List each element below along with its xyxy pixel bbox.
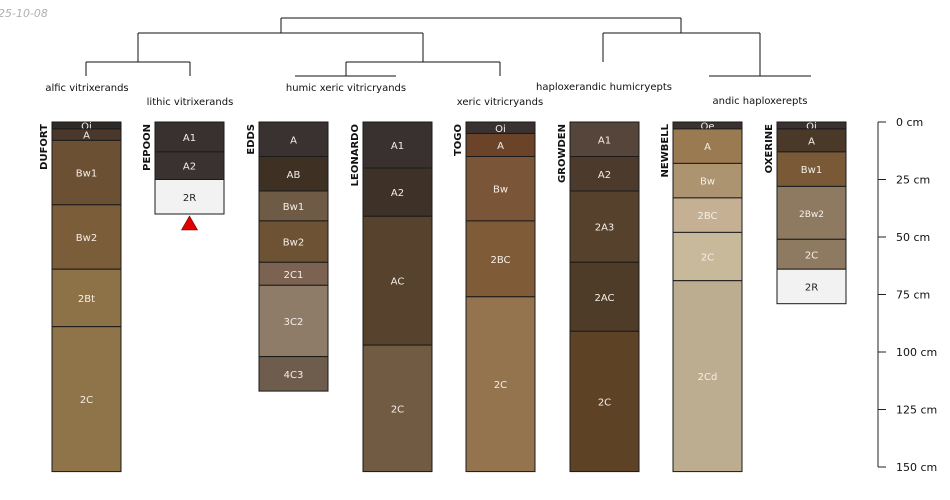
horizon-oxerine-5 xyxy=(776,268,847,305)
depth-tick-label: 125 cm xyxy=(896,404,937,417)
depth-tick-label: 25 cm xyxy=(896,174,930,187)
horizon-edds-5 xyxy=(258,284,329,358)
horizon-label: 2C xyxy=(391,404,404,415)
profile-name-newbell: NEWBELL xyxy=(660,123,671,177)
horizon-leonardo-3 xyxy=(362,344,433,473)
horizon-togo-2 xyxy=(465,156,536,222)
horizon-newbell-4 xyxy=(672,231,743,282)
horizon-pepoon-0 xyxy=(154,121,225,153)
horizon-label: 2C xyxy=(598,397,611,408)
horizon-label: A xyxy=(290,135,297,146)
horizon-newbell-3 xyxy=(672,197,743,233)
horizon-label: A xyxy=(808,136,815,147)
profile-name-edds: EDDS xyxy=(246,124,257,155)
depth-tick-label: 50 cm xyxy=(896,231,930,244)
horizon-label: A xyxy=(83,131,90,142)
depth-tick-label: 75 cm xyxy=(896,289,930,302)
horizon-label: AC xyxy=(391,277,405,288)
horizon-label: 2R xyxy=(805,282,818,293)
depth-tick-label: 0 cm xyxy=(896,116,923,129)
horizon-growden-2 xyxy=(569,190,640,263)
horizon-label: Bw xyxy=(493,185,508,196)
horizon-oxerine-4 xyxy=(776,238,847,270)
horizon-edds-2 xyxy=(258,190,329,222)
horizon-edds-3 xyxy=(258,220,329,263)
horizon-label: 2BC xyxy=(697,211,717,222)
profile-name-dufort: DUFORT xyxy=(39,124,50,170)
horizon-label: 2AC xyxy=(594,293,614,304)
horizon-pepoon-2 xyxy=(154,179,225,215)
horizon-oxerine-3 xyxy=(776,185,847,240)
horizon-edds-6 xyxy=(258,356,329,392)
horizon-label: Oi xyxy=(495,124,506,135)
horizon-label: 2C xyxy=(80,395,93,406)
horizon-label: Bw2 xyxy=(283,238,304,249)
horizon-label: A1 xyxy=(183,133,196,144)
taxon-label-andic: andic haploxerepts xyxy=(713,96,808,107)
profile-name-pepoon: PEPOON xyxy=(142,124,153,171)
horizon-dufort-2 xyxy=(51,139,122,206)
horizon-label: AB xyxy=(287,170,301,181)
horizon-label: 2C xyxy=(701,253,714,264)
horizon-label: Bw1 xyxy=(76,169,97,180)
horizon-label: Oe xyxy=(700,121,714,132)
horizon-leonardo-1 xyxy=(362,167,433,217)
horizon-label: Bw1 xyxy=(801,165,822,176)
horizon-label: 2R xyxy=(183,193,196,204)
horizon-newbell-1 xyxy=(672,128,743,164)
horizon-label: A1 xyxy=(598,135,611,146)
horizon-label: 2Bt xyxy=(78,294,95,305)
horizon-label: A xyxy=(704,142,711,153)
horizon-label: 2C xyxy=(805,250,818,261)
horizon-leonardo-0 xyxy=(362,121,433,169)
horizon-label: 4C3 xyxy=(284,370,304,381)
horizon-togo-4 xyxy=(465,296,536,473)
taxon-label-xeric: xeric vitricryands xyxy=(457,97,543,108)
depth-tick-label: 150 cm xyxy=(896,461,937,474)
horizon-label: 2Bw2 xyxy=(799,210,824,220)
taxon-label-lithic: lithic vitrixerands xyxy=(147,97,234,108)
horizon-label: Bw1 xyxy=(283,202,304,213)
horizon-dufort-3 xyxy=(51,204,122,270)
date-stamp: 25-10-08 xyxy=(0,7,48,20)
horizon-togo-3 xyxy=(465,220,536,298)
horizon-label: 2C xyxy=(494,380,507,391)
horizon-label: A1 xyxy=(391,141,404,152)
horizon-label: 2BC xyxy=(490,255,510,266)
horizon-label: A2 xyxy=(598,170,611,181)
horizon-growden-3 xyxy=(569,261,640,332)
depth-tick-label: 100 cm xyxy=(896,346,937,359)
taxon-label-alfic: alfic vitrixerands xyxy=(45,83,128,94)
profile-name-oxerine: OXERINE xyxy=(764,124,775,173)
profile-name-growden: GROWDEN xyxy=(557,124,568,183)
horizon-label: Oi xyxy=(81,121,92,132)
horizon-label: Bw xyxy=(700,177,715,188)
horizon-label: A2 xyxy=(391,188,404,199)
horizon-label: A2 xyxy=(183,162,196,173)
horizon-pepoon-1 xyxy=(154,151,225,180)
horizon-label: 2C1 xyxy=(284,270,304,281)
horizon-label: 2Cd xyxy=(698,372,718,383)
horizon-dufort-4 xyxy=(51,268,122,328)
horizon-label: Oi xyxy=(806,121,817,132)
horizon-label: 3C2 xyxy=(284,317,304,328)
horizon-growden-4 xyxy=(569,330,640,473)
taxon-label-haplo: haploxerandic humicryepts xyxy=(536,82,672,93)
profile-name-leonardo: LEONARDO xyxy=(350,124,361,186)
horizon-oxerine-2 xyxy=(776,151,847,187)
horizon-edds-0 xyxy=(258,121,329,157)
horizon-label: 2A3 xyxy=(595,223,615,234)
horizon-label: A xyxy=(497,141,504,152)
horizon-label: Bw2 xyxy=(76,233,97,244)
profile-name-togo: TOGO xyxy=(453,124,464,156)
taxon-label-humic: humic xeric vitricryands xyxy=(286,83,406,94)
truncation-marker-triangle xyxy=(180,215,199,231)
horizon-dufort-5 xyxy=(51,326,122,473)
horizon-newbell-5 xyxy=(672,280,743,473)
horizon-leonardo-2 xyxy=(362,215,433,346)
